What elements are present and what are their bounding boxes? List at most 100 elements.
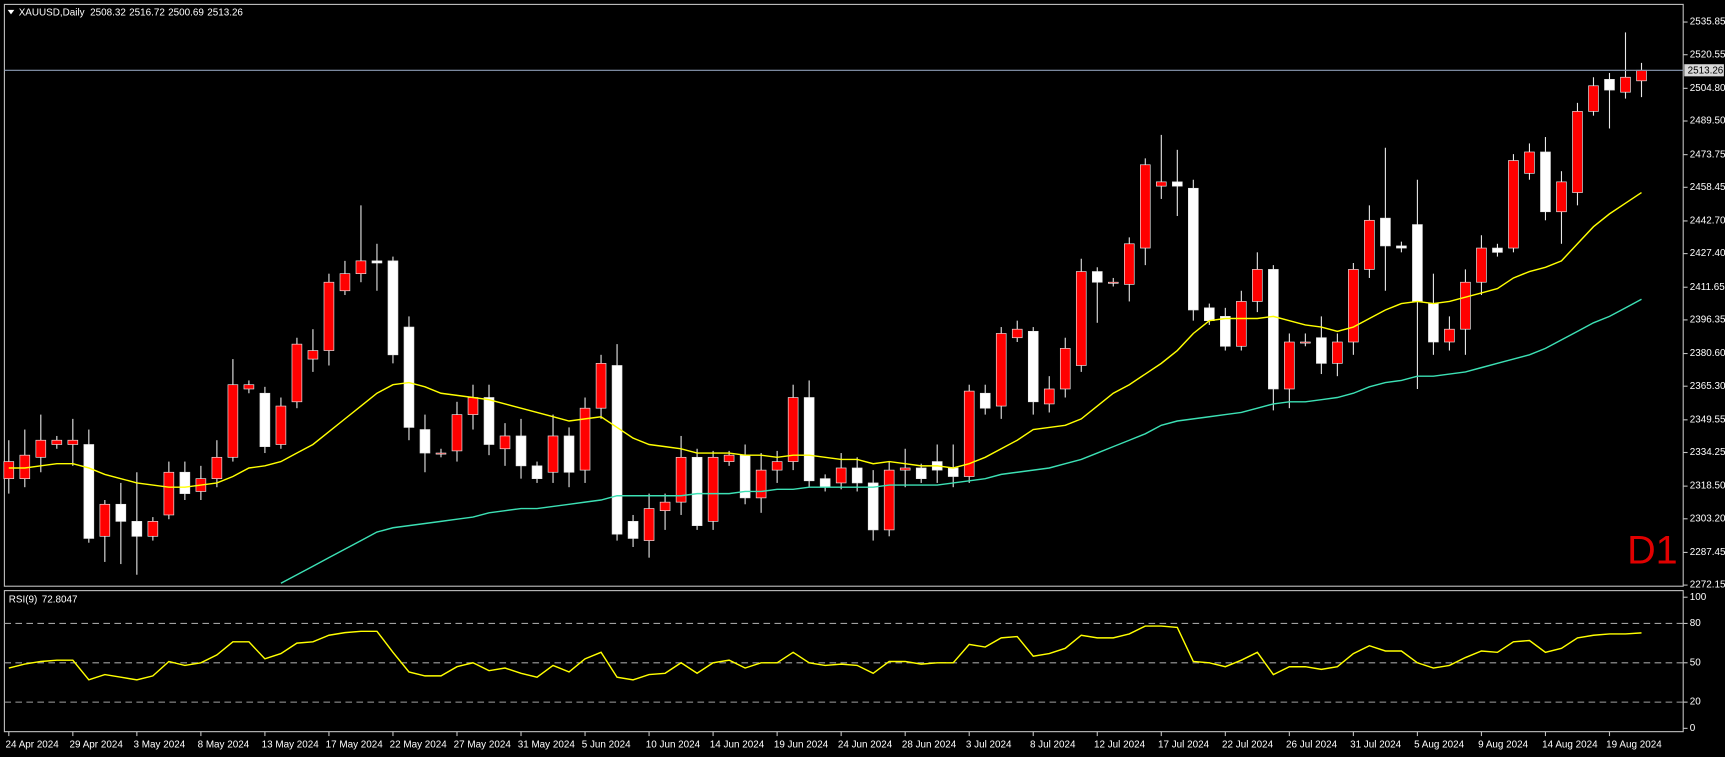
candle-body [1284,341,1295,390]
candle-body [115,503,127,522]
candle-body [1540,151,1551,213]
candle-body [755,469,767,499]
candle-body [627,521,639,539]
candle-body [467,397,479,415]
x-tick-label: 24 Apr 2024 [6,739,60,750]
candle-body [307,350,319,360]
candle-body [1556,181,1567,213]
x-tick-label: 3 May 2024 [134,739,186,750]
y-tick-label: 2504.80 [1690,83,1725,94]
candle-body [547,435,559,473]
candle-body [339,273,351,292]
symbol-title: XAUUSD,Daily [19,7,85,18]
candle-body [659,501,671,512]
candle-body [1316,337,1327,364]
candle-body [1043,388,1055,405]
candle-body [1091,271,1103,283]
x-tick-label: 10 Jun 2024 [646,739,701,750]
candle-body [1492,247,1503,253]
candle-body [1508,160,1519,249]
x-tick-label: 31 May 2024 [518,739,576,750]
candle-body [1444,328,1455,343]
candle-body [51,439,63,445]
candle-body [1460,281,1471,330]
timeframe-annotation: D1 [1627,529,1678,573]
candle-body [531,465,543,479]
x-tick-label: 14 Aug 2024 [1542,739,1598,750]
candle-body [1268,269,1279,390]
candle-body [1300,341,1311,344]
candle-body [915,467,927,479]
candle-body [1236,301,1247,347]
candle-body [611,365,623,535]
candle-body [771,461,783,471]
x-tick-label: 28 Jun 2024 [902,739,957,750]
x-tick-label: 5 Aug 2024 [1414,739,1465,750]
candle-body [963,390,975,477]
candle-body [851,467,863,484]
rsi-value: 72.8047 [42,594,78,605]
candle-body [147,521,159,537]
candle-body [579,407,591,471]
candle-body [515,435,527,467]
rsi-title: RSI(9) [9,594,38,605]
y-tick-label: 20 [1690,697,1701,708]
candle-body [99,503,111,537]
candle-body [1428,303,1439,343]
candle-body [1220,316,1231,347]
y-tick-label: 2489.50 [1690,116,1725,127]
x-tick-label: 26 Jul 2024 [1286,739,1338,750]
moving-average-line [8,191,1642,488]
x-tick-label: 13 May 2024 [262,739,320,750]
candle-body [323,281,335,351]
candle-body [419,429,431,454]
candle-body [1620,76,1631,93]
y-tick-label: 2303.20 [1690,513,1725,524]
x-tick-label: 19 Aug 2024 [1606,739,1662,750]
candle-body [1332,341,1343,364]
candle-body [1059,348,1071,390]
candle-body [387,260,399,356]
candle-body [435,452,447,455]
candle-body [595,363,607,409]
y-tick-label: 2396.35 [1690,315,1725,326]
candle-body [1140,164,1151,249]
y-tick-label: 2287.45 [1690,547,1725,558]
candle-body [867,482,879,531]
x-tick-label: 22 Jul 2024 [1222,739,1274,750]
candle-body [1124,243,1135,285]
x-tick-label: 27 May 2024 [454,739,512,750]
candle-body [451,414,463,452]
candle-body [259,392,271,447]
y-tick-label: 0 [1690,723,1696,734]
candle-body [371,260,383,264]
candle-body [787,397,799,462]
rsi-header: RSI(9) 72.8047 [9,594,78,605]
high-value: 2516.72 [129,7,165,18]
rsi-panel-frame [3,590,1684,733]
x-tick-label: 9 Aug 2024 [1478,739,1529,750]
candle-body [1524,151,1535,174]
y-tick-label: 100 [1690,592,1707,603]
candle-body [67,439,79,445]
candle-body [1604,79,1615,91]
y-tick-label: 2442.70 [1690,216,1725,227]
y-tick-label: 2458.45 [1690,182,1725,193]
candle-body [707,456,719,522]
low-value: 2500.69 [168,7,204,18]
candle-body [723,454,735,462]
candle-body [883,469,895,531]
x-tick-label: 19 Jun 2024 [774,739,829,750]
candle-body [1011,328,1023,339]
y-tick-label: 2272.15 [1690,580,1725,591]
collapse-icon[interactable] [7,9,15,15]
candle-body [355,260,367,275]
candle-body [179,471,191,494]
candle-body [1396,245,1407,249]
candle-body [675,456,687,503]
y-tick-label: 50 [1690,657,1701,668]
x-tick-label: 31 Jul 2024 [1350,739,1402,750]
